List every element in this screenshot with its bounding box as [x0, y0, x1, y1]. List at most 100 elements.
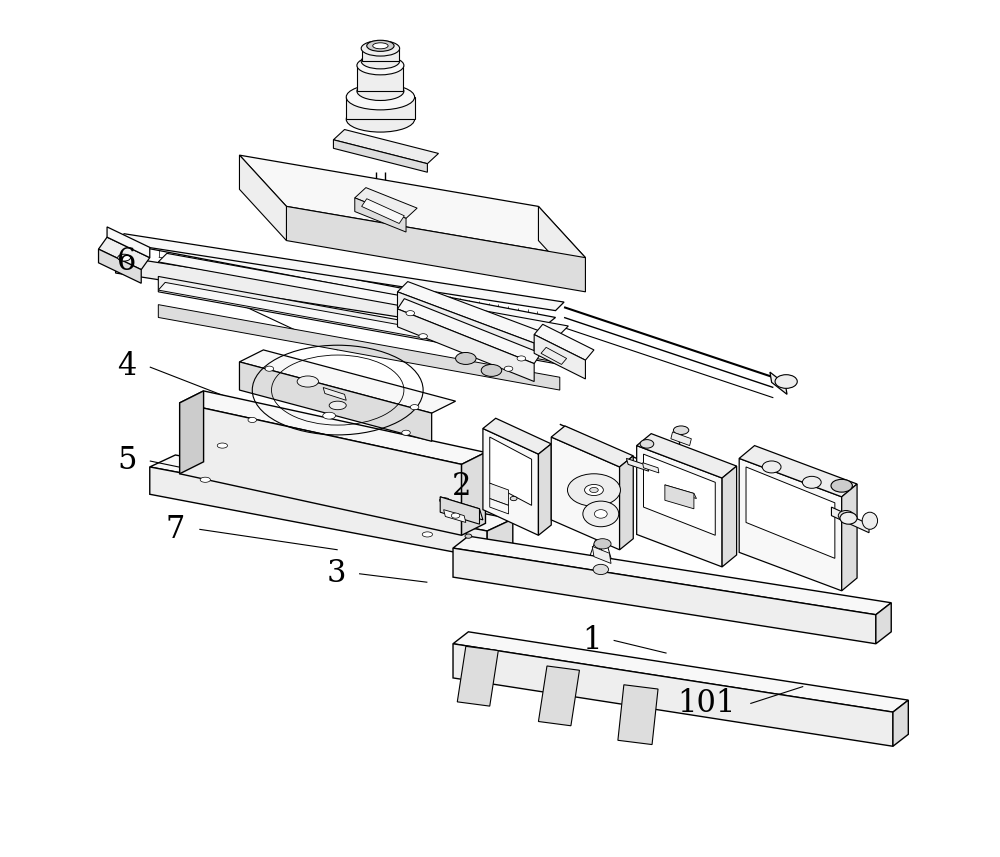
Polygon shape [397, 282, 544, 343]
Polygon shape [770, 372, 787, 394]
Ellipse shape [410, 405, 419, 410]
Polygon shape [440, 497, 479, 524]
Polygon shape [239, 362, 432, 441]
Ellipse shape [297, 376, 318, 387]
Ellipse shape [594, 510, 607, 518]
Ellipse shape [346, 106, 415, 132]
Polygon shape [876, 602, 891, 644]
Ellipse shape [357, 81, 404, 100]
Ellipse shape [118, 255, 131, 261]
Polygon shape [116, 236, 556, 324]
Ellipse shape [517, 356, 526, 361]
Polygon shape [483, 428, 538, 536]
Polygon shape [346, 97, 415, 119]
Ellipse shape [862, 512, 878, 530]
Polygon shape [107, 227, 150, 258]
Polygon shape [637, 434, 737, 478]
Text: 1: 1 [583, 625, 602, 656]
Polygon shape [333, 140, 427, 172]
Polygon shape [462, 452, 485, 536]
Polygon shape [116, 234, 564, 310]
Polygon shape [644, 454, 715, 536]
Text: 101: 101 [678, 688, 736, 719]
Ellipse shape [329, 401, 346, 410]
Polygon shape [739, 446, 857, 497]
Ellipse shape [357, 56, 404, 75]
Polygon shape [99, 249, 141, 284]
Polygon shape [158, 304, 560, 390]
Ellipse shape [567, 474, 620, 506]
Polygon shape [286, 207, 585, 292]
Ellipse shape [200, 477, 210, 482]
Polygon shape [357, 65, 403, 91]
Polygon shape [739, 458, 842, 590]
Polygon shape [457, 646, 498, 706]
Ellipse shape [510, 496, 517, 500]
Polygon shape [444, 510, 466, 523]
Ellipse shape [593, 564, 608, 574]
Ellipse shape [406, 310, 415, 315]
Text: 5: 5 [117, 446, 136, 476]
Polygon shape [239, 350, 456, 413]
Polygon shape [592, 547, 611, 563]
Polygon shape [637, 446, 722, 566]
Polygon shape [483, 418, 551, 454]
Polygon shape [239, 155, 585, 258]
Ellipse shape [583, 501, 619, 527]
Polygon shape [665, 485, 694, 509]
Polygon shape [355, 198, 406, 232]
Ellipse shape [481, 364, 502, 376]
Ellipse shape [456, 352, 476, 364]
Polygon shape [534, 334, 585, 379]
Ellipse shape [775, 375, 797, 388]
Ellipse shape [323, 412, 336, 419]
Polygon shape [440, 497, 483, 520]
Ellipse shape [402, 430, 410, 435]
Polygon shape [323, 387, 346, 400]
Polygon shape [551, 437, 620, 550]
Polygon shape [831, 507, 869, 533]
Polygon shape [538, 207, 585, 292]
Polygon shape [618, 685, 658, 745]
Polygon shape [643, 463, 659, 473]
Polygon shape [397, 292, 534, 360]
Ellipse shape [419, 333, 427, 339]
Polygon shape [158, 283, 567, 363]
Polygon shape [620, 456, 633, 550]
Ellipse shape [217, 443, 228, 448]
Ellipse shape [590, 488, 598, 493]
Polygon shape [362, 199, 404, 224]
Polygon shape [551, 426, 633, 467]
Polygon shape [490, 437, 532, 506]
Polygon shape [397, 298, 541, 363]
Ellipse shape [594, 539, 611, 549]
Polygon shape [362, 48, 399, 61]
Text: 7: 7 [166, 514, 185, 545]
Polygon shape [116, 256, 556, 341]
Ellipse shape [831, 479, 852, 492]
Polygon shape [355, 188, 417, 219]
Polygon shape [746, 467, 835, 559]
Ellipse shape [361, 53, 400, 69]
Polygon shape [490, 483, 509, 506]
Polygon shape [665, 485, 696, 499]
Polygon shape [158, 254, 568, 334]
Ellipse shape [346, 84, 415, 110]
Text: 4: 4 [117, 351, 136, 382]
Ellipse shape [367, 40, 394, 51]
Ellipse shape [585, 484, 603, 495]
Polygon shape [180, 391, 485, 464]
Ellipse shape [640, 440, 654, 448]
Polygon shape [538, 444, 551, 536]
Ellipse shape [762, 461, 781, 473]
Polygon shape [490, 499, 509, 514]
Ellipse shape [373, 43, 388, 49]
Polygon shape [842, 484, 857, 590]
Polygon shape [722, 466, 737, 566]
Polygon shape [333, 129, 438, 164]
Polygon shape [453, 536, 891, 614]
Ellipse shape [465, 534, 472, 538]
Ellipse shape [504, 366, 513, 371]
Polygon shape [453, 644, 893, 746]
Polygon shape [626, 458, 649, 471]
